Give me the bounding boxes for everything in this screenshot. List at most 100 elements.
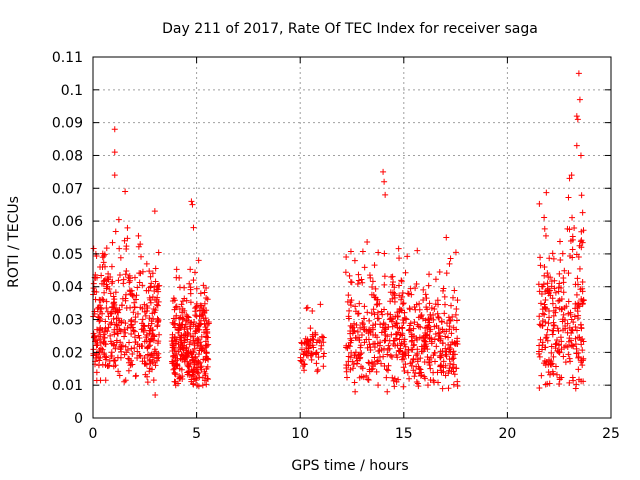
- data-point: [552, 363, 559, 370]
- data-point: [451, 371, 458, 378]
- data-point: [560, 353, 567, 360]
- data-point: [547, 292, 554, 299]
- data-point: [180, 346, 187, 353]
- data-point: [369, 278, 376, 285]
- data-point: [378, 360, 385, 367]
- data-point: [541, 301, 548, 308]
- data-point: [561, 267, 568, 274]
- data-point: [535, 350, 542, 357]
- data-point: [426, 319, 433, 326]
- data-point: [361, 315, 368, 322]
- data-point: [121, 351, 128, 358]
- data-point: [433, 343, 440, 350]
- data-point: [542, 344, 549, 351]
- data-point: [370, 306, 377, 313]
- data-point: [426, 358, 433, 365]
- data-point: [542, 381, 549, 388]
- data-point: [144, 345, 151, 352]
- data-point: [431, 306, 438, 313]
- data-point: [431, 358, 438, 365]
- data-point: [374, 358, 381, 365]
- data-point: [566, 324, 573, 331]
- data-point: [184, 350, 191, 357]
- y-tick-label: 0.04: [52, 280, 83, 296]
- data-point: [201, 300, 208, 307]
- data-point: [420, 334, 427, 341]
- data-point: [398, 278, 405, 285]
- data-point: [446, 326, 453, 333]
- data-point: [550, 353, 557, 360]
- x-tick-label: 0: [89, 426, 98, 442]
- data-point: [148, 318, 155, 325]
- data-point: [537, 262, 544, 269]
- data-point: [579, 209, 586, 216]
- data-point: [554, 337, 561, 344]
- data-point: [136, 279, 143, 286]
- data-point: [435, 313, 442, 320]
- data-point: [572, 324, 579, 331]
- data-point: [354, 281, 361, 288]
- data-point: [152, 278, 159, 285]
- data-point: [110, 300, 117, 307]
- data-point: [452, 311, 459, 318]
- data-point: [95, 362, 102, 369]
- data-point: [123, 243, 130, 250]
- y-tick-label: 0.03: [52, 313, 83, 329]
- data-point: [186, 280, 193, 287]
- data-point: [432, 276, 439, 283]
- data-point: [105, 313, 112, 320]
- data-point: [443, 270, 450, 277]
- data-point: [359, 279, 366, 286]
- data-point: [425, 316, 432, 323]
- data-point: [97, 304, 104, 311]
- data-point: [176, 321, 183, 328]
- data-point: [146, 268, 153, 275]
- data-point: [98, 280, 105, 287]
- y-tick-label: 0.06: [52, 214, 83, 230]
- data-point: [122, 320, 129, 327]
- data-point: [115, 216, 122, 223]
- data-point: [580, 227, 587, 234]
- data-point: [169, 358, 176, 365]
- data-point: [389, 273, 396, 280]
- data-point: [383, 366, 390, 373]
- data-point: [574, 327, 581, 334]
- data-point: [93, 337, 100, 344]
- data-point: [102, 318, 109, 325]
- data-point: [568, 172, 575, 179]
- data-point: [119, 295, 126, 302]
- data-point: [443, 234, 450, 241]
- data-point: [574, 275, 581, 282]
- data-point: [450, 348, 457, 355]
- data-point: [192, 312, 199, 319]
- data-point: [347, 278, 354, 285]
- data-point: [425, 282, 432, 289]
- data-point: [204, 334, 211, 341]
- data-point: [565, 310, 572, 317]
- data-point: [152, 265, 159, 272]
- data-point: [193, 375, 200, 382]
- data-point: [133, 372, 140, 379]
- data-point: [371, 340, 378, 347]
- data-point: [546, 255, 553, 262]
- data-point: [560, 289, 567, 296]
- data-point: [172, 340, 179, 347]
- data-point: [99, 310, 106, 317]
- data-point: [102, 276, 109, 283]
- data-point: [365, 336, 372, 343]
- data-point: [575, 349, 582, 356]
- data-point: [576, 265, 583, 272]
- data-point: [393, 351, 400, 358]
- data-point: [351, 352, 358, 359]
- data-point: [389, 354, 396, 361]
- data-point: [151, 208, 158, 215]
- data-point: [555, 328, 562, 335]
- data-point: [452, 249, 459, 256]
- data-point: [439, 340, 446, 347]
- data-point: [201, 310, 208, 317]
- data-point: [169, 331, 176, 338]
- data-point: [374, 334, 381, 341]
- data-point: [381, 281, 388, 288]
- data-point: [109, 239, 116, 246]
- data-point: [431, 379, 438, 386]
